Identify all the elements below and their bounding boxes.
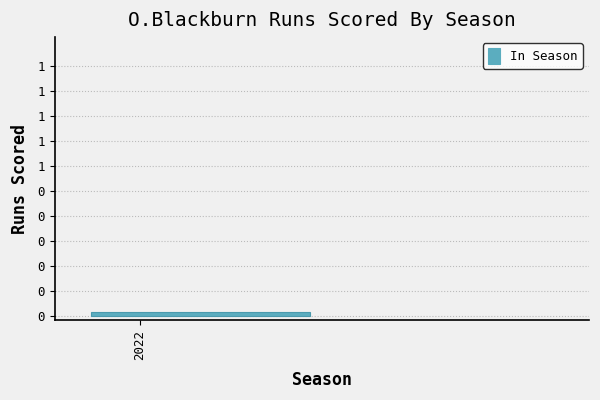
Y-axis label: Runs Scored: Runs Scored <box>11 124 29 234</box>
X-axis label: Season: Season <box>292 371 352 389</box>
Title: O.Blackburn Runs Scored By Season: O.Blackburn Runs Scored By Season <box>128 11 515 30</box>
Bar <box>91 312 310 316</box>
Legend: In Season: In Season <box>482 44 583 69</box>
